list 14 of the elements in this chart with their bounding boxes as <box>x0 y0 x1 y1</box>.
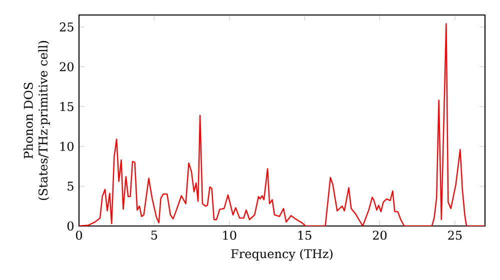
y-tick-label: 0 <box>67 221 74 231</box>
x-axis-title: Frequency (THz) <box>231 248 332 261</box>
y-tick-label: 10 <box>60 142 74 151</box>
x-tick-label: 25 <box>448 230 462 240</box>
x-tick-label: 20 <box>372 230 387 240</box>
x-tick-label: 10 <box>223 230 236 240</box>
y-tick-label: 5 <box>68 182 74 191</box>
y-tick-label: 20 <box>60 62 74 72</box>
y-tick-label: 25 <box>60 22 74 32</box>
y-tick-label: 15 <box>60 102 74 112</box>
y-axis-title: Phonon DOS (States/THz·primitive cell) <box>24 41 50 200</box>
x-tick-label: 0 <box>76 230 82 240</box>
x-tick-label: 15 <box>298 230 312 240</box>
x-tick-label: 5 <box>151 230 158 240</box>
